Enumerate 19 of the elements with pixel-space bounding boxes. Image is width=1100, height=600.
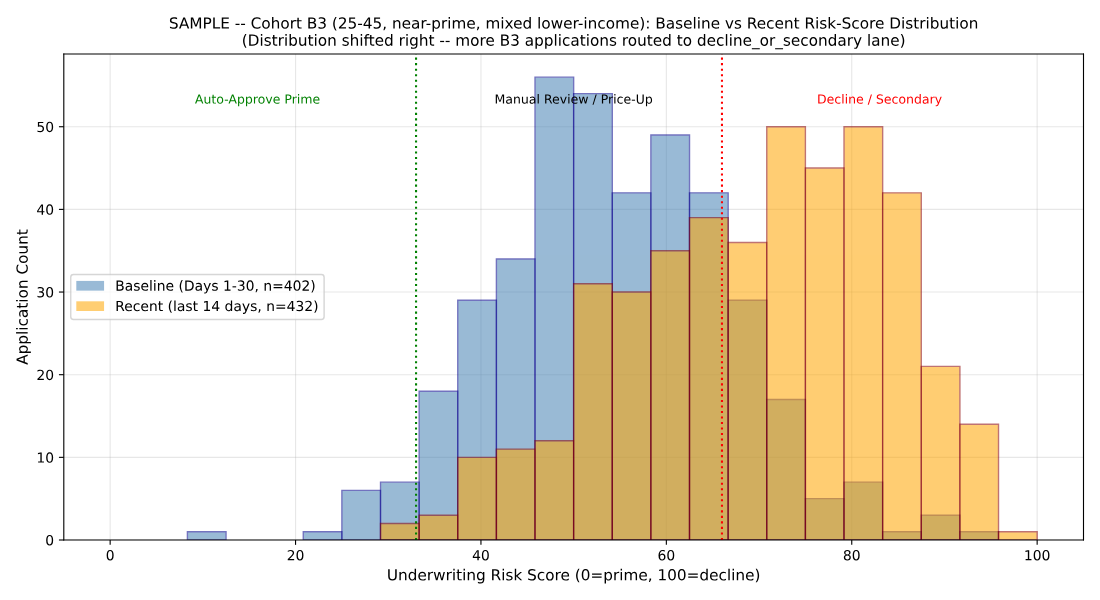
legend-label: Baseline (Days 1-30, n=402)	[116, 280, 315, 294]
y-tick-label: 30	[37, 287, 54, 298]
y-tick-label: 20	[37, 369, 54, 381]
x-tick-label: 100	[1025, 549, 1050, 561]
x-tick-label: 40	[472, 549, 489, 561]
y-tick-label: 50	[37, 121, 54, 133]
x-tick-label: 60	[658, 549, 675, 561]
x-tick-label: 0	[106, 549, 114, 561]
x-axis-title: Underwriting Risk Score (0=prime, 100=decline)	[388, 568, 760, 584]
x-tick-label: 20	[287, 549, 304, 561]
y-tick-label: 10	[37, 452, 54, 463]
y-axis-title: Application Count	[16, 229, 31, 365]
chart-title: SAMPLE -- Cohort B3 (25-45, near-prime, mixed lower-income): Baseline vs Recent Risk-Score Distribution (Distribution shifted right -- more B3 applications routed to decline_or_secondary lane)	[169, 16, 978, 50]
annotation: Decline / Secondary	[818, 94, 942, 107]
y-tick-label: 0	[46, 534, 54, 546]
y-tick-label: 40	[37, 204, 54, 215]
legend-label: Recent (last 14 days, n=432)	[116, 300, 318, 314]
x-tick-label: 80	[843, 549, 860, 561]
annotation: Auto-Approve Prime	[195, 94, 320, 107]
